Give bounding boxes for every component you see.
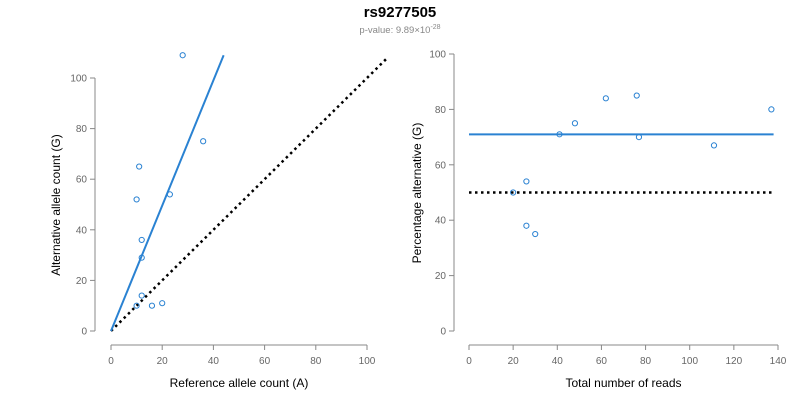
x-tick-label: 120 (726, 356, 743, 367)
x-axis-label: Reference allele count (A) (170, 376, 309, 390)
data-point (136, 163, 143, 170)
x-axis-label: Total number of reads (565, 376, 681, 390)
x-tick-label: 20 (508, 356, 520, 367)
y-axis-label: Percentage alternative (G) (410, 123, 424, 264)
x-tick-label: 80 (640, 356, 652, 367)
data-point (200, 138, 207, 145)
data-point (179, 52, 186, 59)
data-point (133, 196, 140, 203)
data-point (532, 230, 539, 238)
x-tick-label: 60 (596, 356, 608, 367)
y-axis-label: Alternative allele count (G) (49, 134, 63, 275)
y-tick-label: 40 (435, 216, 447, 227)
y-tick-label: 20 (435, 271, 447, 282)
data-point (556, 131, 563, 138)
pvalue-exponent: -28 (430, 24, 441, 31)
chart-title: rs9277505 (363, 4, 437, 21)
data-point (148, 302, 156, 309)
data-point (571, 120, 579, 127)
x-tick-label: 40 (552, 356, 564, 367)
data-point (602, 95, 609, 102)
y-tick-label: 0 (81, 327, 87, 338)
y-tick-label: 60 (76, 175, 88, 186)
y-tick-label: 40 (76, 225, 88, 236)
x-tick-label: 40 (208, 356, 220, 367)
data-point (633, 92, 640, 99)
reference-line (110, 56, 389, 332)
data-point (159, 300, 166, 307)
y-tick-label: 60 (435, 160, 447, 171)
data-point (523, 222, 530, 229)
data-point (133, 302, 140, 309)
data-point (138, 254, 145, 261)
x-tick-label: 60 (259, 356, 271, 367)
y-tick-label: 100 (70, 74, 87, 85)
x-tick-label: 100 (359, 356, 376, 367)
x-tick-label: 0 (466, 356, 472, 367)
y-tick-label: 20 (76, 276, 88, 287)
data-point (138, 236, 145, 244)
chart-subtitle: p-value: 9.89×10-28 (0, 24, 800, 36)
data-point (138, 292, 145, 299)
x-tick-label: 100 (681, 356, 698, 367)
data-point (510, 189, 517, 196)
data-point (768, 106, 775, 113)
data-point (166, 191, 173, 198)
data-point (523, 178, 530, 185)
data-point (635, 134, 643, 141)
y-tick-label: 100 (429, 50, 446, 61)
x-tick-label: 140 (770, 356, 787, 367)
y-tick-label: 80 (76, 124, 88, 135)
x-tick-label: 0 (108, 356, 114, 367)
y-tick-label: 0 (440, 327, 446, 338)
pvalue-text: p-value: 9.89×10 (359, 25, 431, 37)
x-tick-label: 20 (157, 356, 169, 367)
data-point (710, 142, 718, 149)
y-tick-label: 80 (435, 105, 447, 116)
x-tick-label: 80 (310, 356, 322, 367)
